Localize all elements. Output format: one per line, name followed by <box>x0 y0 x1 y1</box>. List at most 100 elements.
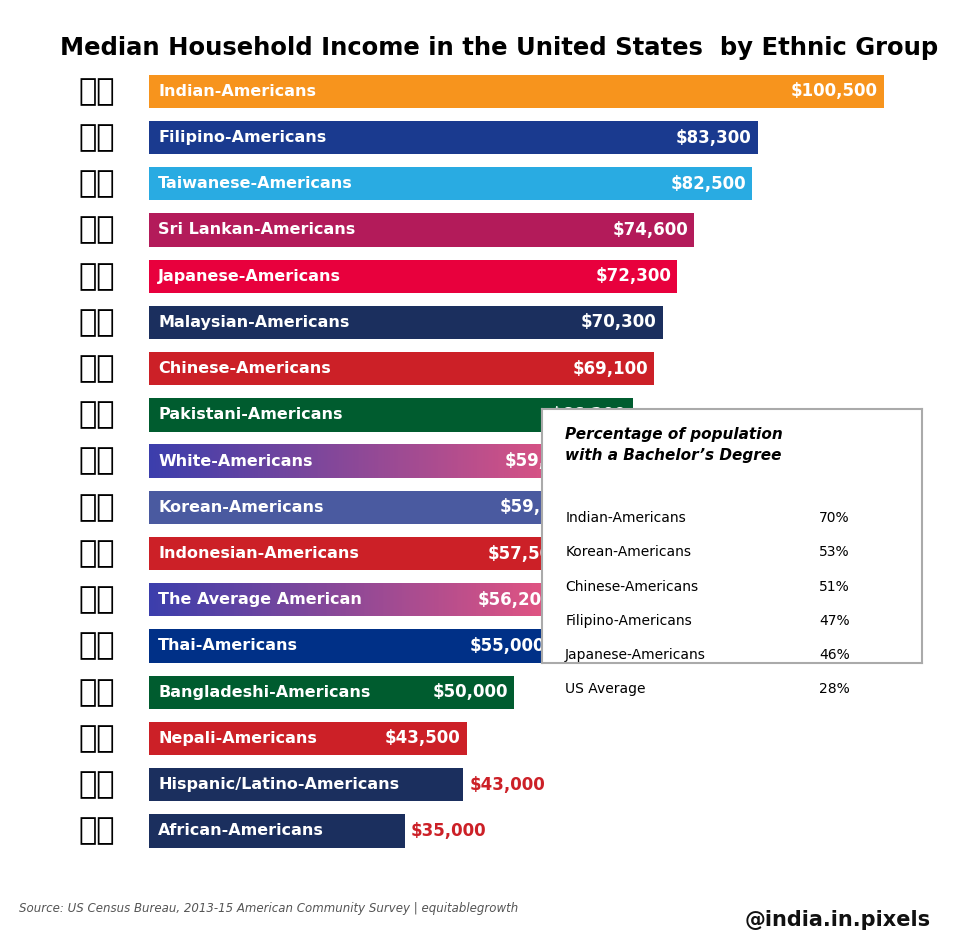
Bar <box>351 444 353 478</box>
Bar <box>439 583 441 616</box>
Bar <box>521 444 522 478</box>
Bar <box>276 583 277 616</box>
Bar <box>161 583 162 616</box>
Bar <box>302 583 303 616</box>
Bar <box>511 444 513 478</box>
Bar <box>368 444 370 478</box>
Bar <box>420 444 421 478</box>
Bar <box>248 583 249 616</box>
Bar <box>388 444 390 478</box>
Text: $100,500: $100,500 <box>790 82 877 101</box>
Bar <box>296 583 297 616</box>
Bar <box>501 444 502 478</box>
Text: Indian-Americans: Indian-Americans <box>158 84 316 99</box>
Bar <box>197 444 199 478</box>
Bar <box>178 444 180 478</box>
Bar <box>359 444 361 478</box>
Bar <box>309 583 310 616</box>
Bar <box>168 444 169 478</box>
Bar <box>214 583 216 616</box>
Bar <box>502 583 504 616</box>
Text: Malaysian-Americans: Malaysian-Americans <box>158 315 349 330</box>
Bar <box>243 583 245 616</box>
Text: White-Americans: White-Americans <box>158 454 313 469</box>
Bar <box>424 444 426 478</box>
Bar <box>251 583 252 616</box>
Bar <box>183 583 184 616</box>
Bar <box>557 583 559 616</box>
Bar <box>441 444 443 478</box>
Bar <box>238 583 239 616</box>
Bar <box>429 444 431 478</box>
Bar <box>435 583 437 616</box>
Bar <box>350 444 351 478</box>
Bar <box>268 583 270 616</box>
Bar <box>416 583 418 616</box>
Bar <box>480 583 482 616</box>
Bar <box>247 444 248 478</box>
Bar <box>427 444 429 478</box>
Bar <box>331 583 332 616</box>
Text: 51%: 51% <box>819 580 850 594</box>
Bar <box>183 444 185 478</box>
Bar <box>531 583 533 616</box>
Bar <box>365 444 367 478</box>
Bar <box>435 444 437 478</box>
Text: Indonesian-Americans: Indonesian-Americans <box>158 546 359 561</box>
Text: 46%: 46% <box>819 648 850 662</box>
Bar <box>277 583 279 616</box>
Bar <box>289 583 290 616</box>
Bar <box>337 444 339 478</box>
Bar <box>251 444 252 478</box>
Bar <box>508 444 510 478</box>
Bar <box>232 583 233 616</box>
Bar <box>333 444 334 478</box>
Bar <box>454 583 456 616</box>
Bar <box>535 583 537 616</box>
Text: 🇵🇭: 🇵🇭 <box>79 123 115 152</box>
Bar <box>342 583 344 616</box>
Bar <box>504 444 505 478</box>
Bar <box>387 583 389 616</box>
Bar <box>210 444 211 478</box>
Bar <box>274 583 275 616</box>
Bar <box>410 444 412 478</box>
Bar <box>194 444 196 478</box>
Bar <box>261 583 262 616</box>
Bar <box>231 583 232 616</box>
Bar <box>571 444 572 478</box>
Bar <box>415 583 416 616</box>
Bar <box>290 583 291 616</box>
Bar <box>416 444 418 478</box>
Bar <box>166 444 168 478</box>
Bar <box>216 444 217 478</box>
Text: $83,300: $83,300 <box>676 129 752 147</box>
Bar <box>530 583 531 616</box>
Bar <box>485 583 486 616</box>
Bar <box>543 583 544 616</box>
Bar <box>501 583 502 616</box>
Bar <box>287 444 289 478</box>
Bar <box>328 444 330 478</box>
Bar <box>472 583 473 616</box>
Bar <box>172 444 174 478</box>
Text: $74,600: $74,600 <box>612 221 688 239</box>
Bar <box>413 444 415 478</box>
Bar <box>187 583 188 616</box>
Bar <box>295 444 297 478</box>
Bar <box>330 444 331 478</box>
Bar <box>152 444 154 478</box>
Bar <box>272 444 273 478</box>
Bar <box>368 583 370 616</box>
Bar <box>340 444 342 478</box>
Bar <box>376 444 378 478</box>
Bar <box>538 444 539 478</box>
Bar <box>239 444 241 478</box>
Bar <box>533 444 534 478</box>
Bar <box>492 444 493 478</box>
Bar <box>272 583 274 616</box>
Bar <box>190 444 191 478</box>
Bar <box>267 444 269 478</box>
Bar <box>434 444 435 478</box>
Bar <box>386 583 387 616</box>
